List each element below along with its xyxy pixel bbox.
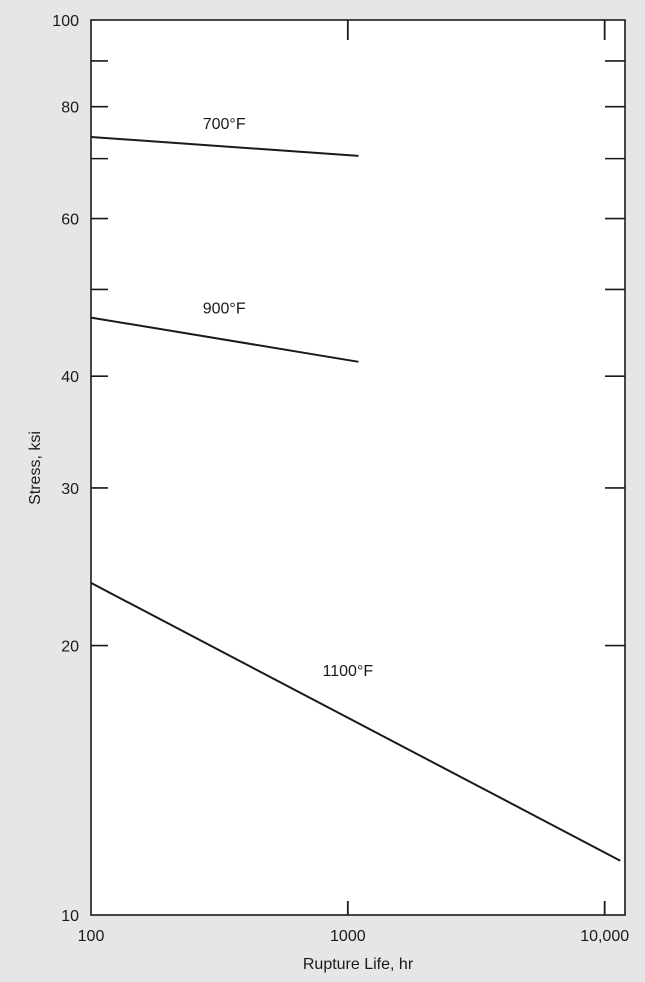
series-label: 700°F — [203, 116, 246, 133]
series-line — [90, 582, 621, 862]
series-line — [90, 316, 359, 363]
x-tick-label: 10,000 — [580, 928, 629, 945]
series-label: 900°F — [203, 300, 246, 317]
x-tick-label: 1000 — [330, 928, 366, 945]
series-label: 1100°F — [323, 663, 374, 680]
x-axis-label: Rupture Life, hr — [303, 956, 414, 973]
y-tick-label: 60 — [61, 212, 79, 229]
y-tick-label: 10 — [61, 908, 79, 925]
y-tick-label: 80 — [61, 100, 79, 117]
series-layer: 700°F 900°F 1100°F — [90, 116, 621, 862]
y-tick-label: 100 — [52, 13, 79, 30]
tick-labels: 10 20 30 40 60 80 100 100 1000 10,000 — [52, 13, 629, 945]
axis-ticks — [91, 20, 625, 915]
y-tick-label: 30 — [61, 481, 79, 498]
y-tick-label: 40 — [61, 369, 79, 386]
y-tick-label: 20 — [61, 639, 79, 656]
y-axis-label: Stress, ksi — [27, 431, 44, 505]
x-tick-label: 100 — [78, 928, 105, 945]
plot-area — [90, 19, 626, 916]
series-line — [90, 136, 359, 157]
